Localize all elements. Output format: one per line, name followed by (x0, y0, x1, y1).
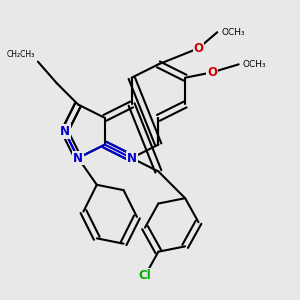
Text: O: O (207, 66, 217, 79)
Text: CH₂CH₃: CH₂CH₃ (7, 50, 35, 59)
Text: Cl: Cl (139, 269, 152, 282)
Text: OCH₃: OCH₃ (243, 60, 266, 69)
Text: N: N (73, 152, 83, 164)
Text: O: O (194, 42, 203, 55)
Text: N: N (127, 152, 136, 164)
Text: N: N (60, 125, 70, 138)
Text: OCH₃: OCH₃ (221, 28, 245, 37)
